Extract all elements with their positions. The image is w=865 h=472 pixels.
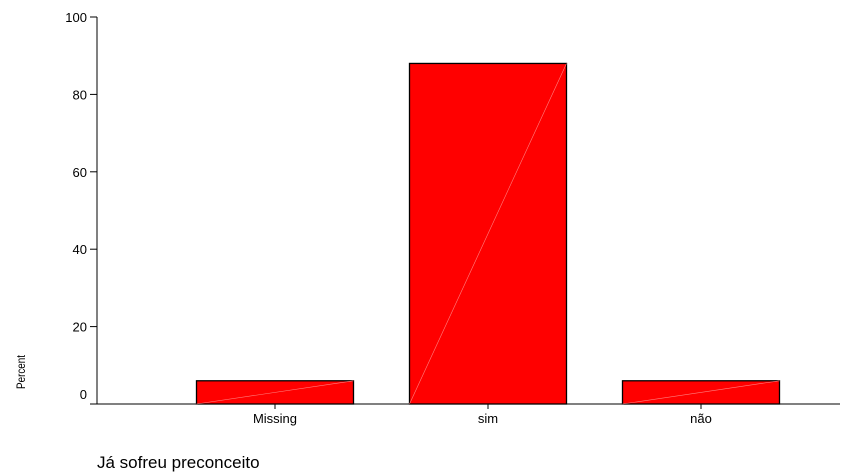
bar-diagonal-sheen	[409, 63, 567, 405]
y-axis-title: Percent	[14, 354, 28, 389]
bar-diagonal-sheen	[622, 380, 780, 405]
x-axis-title: Já sofreu preconceito	[97, 453, 260, 472]
y-tick-label: 60	[73, 165, 87, 180]
y-tick-label: 100	[65, 10, 87, 25]
bar-diagonal-sheen	[196, 380, 354, 405]
y-tick-label: 0	[80, 387, 87, 402]
y-tick-label: 40	[73, 242, 87, 257]
plot-area: 0 20 40 60 80 100 Missing sim não	[65, 10, 840, 426]
y-axis-ticks: 0 20 40 60 80 100	[65, 10, 97, 405]
x-axis-ticks: Missing sim não	[253, 404, 712, 426]
x-tick-label: sim	[478, 411, 498, 426]
bars	[195, 62, 781, 405]
y-tick-label: 20	[73, 320, 87, 335]
x-tick-label: Missing	[253, 411, 297, 426]
y-tick-label: 80	[73, 87, 87, 102]
x-tick-label: não	[690, 411, 712, 426]
